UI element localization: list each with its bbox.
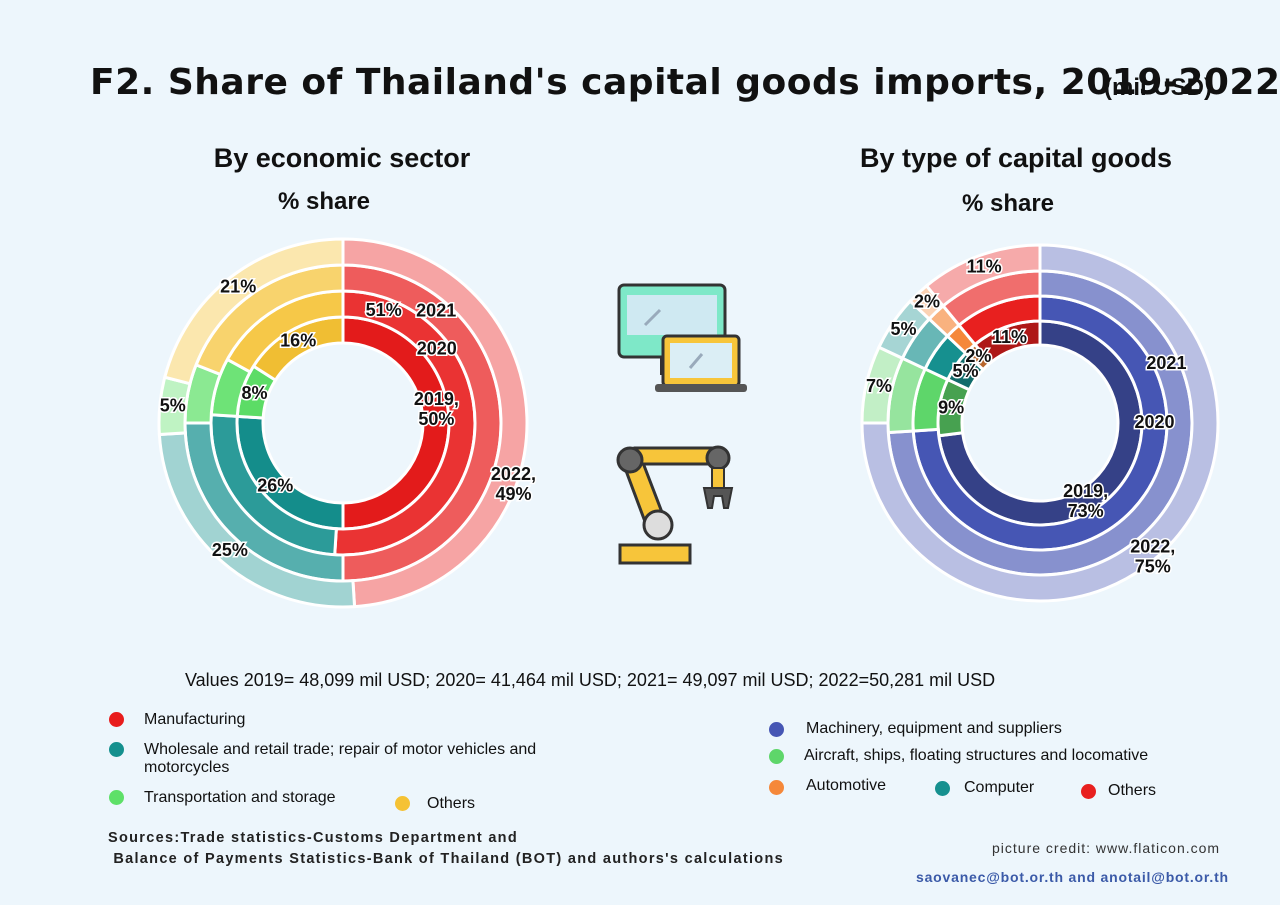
ring-label: 2020 <box>1134 412 1174 432</box>
legend-marker <box>769 749 784 764</box>
value-label: 16% <box>280 330 316 350</box>
legend-label: Wholesale and retail trade; repair of mo… <box>144 741 537 776</box>
ring-label: 2022, 49% <box>491 464 536 504</box>
title: F2. Share of Thailand's capital goods im… <box>90 62 1280 103</box>
value-label: 5% <box>160 396 186 416</box>
value-label: 7% <box>866 376 892 396</box>
sources: Sources:Trade statistics-Customs Departm… <box>108 830 784 867</box>
donut <box>157 237 529 609</box>
legend-label: Automotive <box>806 777 887 794</box>
value-label: 5% <box>953 361 979 381</box>
credit: picture credit: www.flaticon.com <box>992 840 1221 856</box>
legend-marker <box>935 781 950 796</box>
legend-label: Computer <box>964 779 1035 796</box>
value-label: 8% <box>242 383 268 403</box>
ring-label: 2019, 73% <box>1063 481 1108 521</box>
chart-title: By type of capital goods <box>859 143 1173 173</box>
ring-segment <box>162 237 345 386</box>
computer-icon <box>617 283 747 392</box>
legend-marker <box>395 796 410 811</box>
legend-marker <box>1081 784 1096 799</box>
ring-label: 2022, 75% <box>1130 536 1175 576</box>
legend-marker <box>109 712 124 727</box>
robot-icon <box>616 445 734 565</box>
legend-marker <box>769 780 784 795</box>
ring-label: 2019, 50% <box>414 389 459 429</box>
chart-title: By economic sector <box>213 143 471 173</box>
ring-label: 2021 <box>416 301 456 321</box>
value-label: 11% <box>967 257 1002 277</box>
value-label: 21% <box>220 277 256 297</box>
value-label: 2% <box>914 291 940 311</box>
chart-subtitle: % share <box>961 190 1055 217</box>
legend-marker <box>109 790 124 805</box>
legend-label: Others <box>1108 782 1157 799</box>
ring-segment <box>860 243 1220 603</box>
value-label: 11% <box>992 327 1027 347</box>
ring-label: 2021 <box>1146 353 1186 373</box>
values-note: Values 2019= 48,099 mil USD; 2020= 41,46… <box>185 670 996 690</box>
legend-label: Others <box>427 795 476 812</box>
legend-marker <box>769 722 784 737</box>
value-label: 26% <box>257 475 293 495</box>
legend-label: Transportation and storage <box>144 789 336 806</box>
value-label: 9% <box>938 398 964 418</box>
value-label: 25% <box>212 540 248 560</box>
donut <box>860 243 1220 603</box>
contacts: saovanec@bot.or.th and anotail@bot.or.th <box>916 869 1229 885</box>
unit: (mil USD) <box>1104 74 1212 101</box>
value-label: 51% <box>366 300 402 320</box>
legend-label: Aircraft, ships, floating structures and… <box>804 747 1149 764</box>
legend-label: Manufacturing <box>144 711 246 728</box>
value-label: 5% <box>891 319 917 339</box>
legend-label: Machinery, equipment and suppliers <box>806 720 1062 737</box>
value-label: 2% <box>965 346 991 366</box>
ring-label: 2020 <box>417 338 457 358</box>
legend-marker <box>109 742 124 757</box>
chart-subtitle: % share <box>277 188 371 215</box>
ring-segment <box>924 243 1042 308</box>
